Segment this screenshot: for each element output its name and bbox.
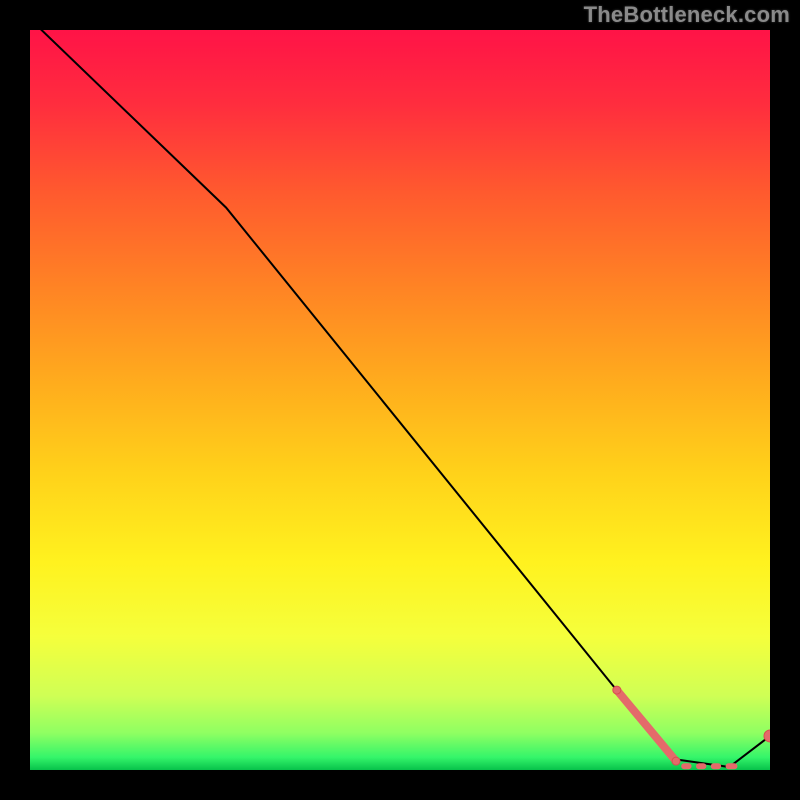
plot-background bbox=[30, 30, 770, 770]
tail-marker bbox=[764, 730, 776, 742]
bottleneck-chart bbox=[0, 0, 800, 800]
